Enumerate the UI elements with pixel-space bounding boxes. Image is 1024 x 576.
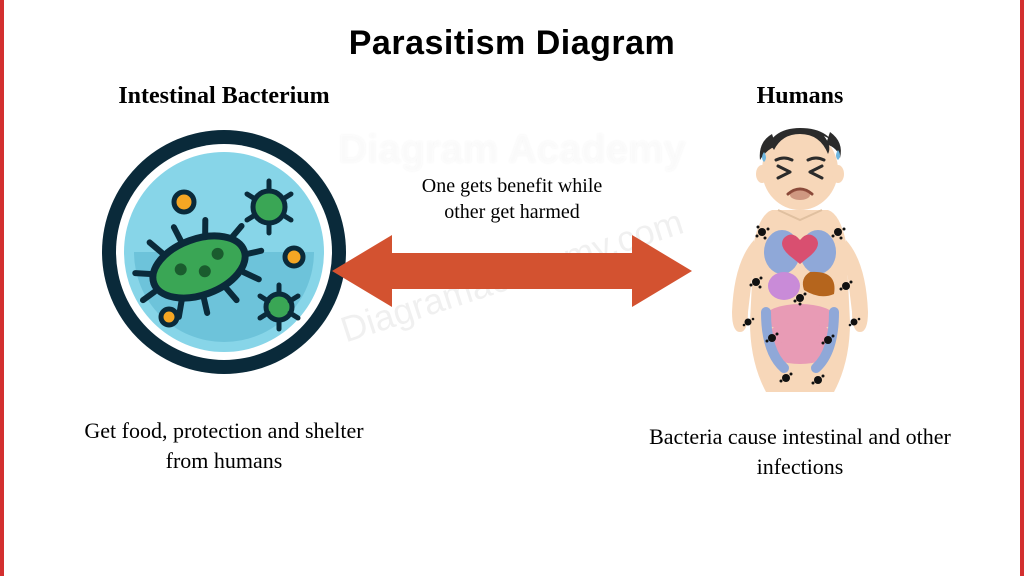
page-title: Parasitism Diagram bbox=[4, 0, 1020, 63]
right-heading: Humans bbox=[757, 83, 844, 110]
diagram-content: Intestinal Bacterium bbox=[4, 63, 1020, 481]
human-body-icon bbox=[700, 122, 900, 412]
arrow-text: One gets benefit while other get harmed bbox=[422, 173, 603, 225]
arrow-region: One gets benefit while other get harmed bbox=[322, 173, 702, 311]
left-heading: Intestinal Bacterium bbox=[118, 83, 329, 110]
right-caption: Bacteria cause intestinal and other infe… bbox=[640, 422, 960, 481]
double-arrow-icon bbox=[332, 231, 692, 311]
left-caption: Get food, protection and shelter from hu… bbox=[64, 416, 384, 475]
arrow-text-line1: One gets benefit while bbox=[422, 175, 603, 197]
arrow-text-line2: other get harmed bbox=[444, 201, 580, 223]
petri-dish-icon bbox=[94, 122, 354, 382]
